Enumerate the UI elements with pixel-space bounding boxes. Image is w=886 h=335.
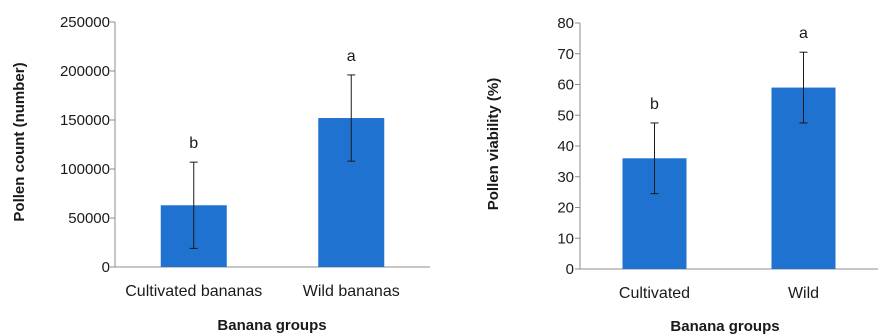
significance-letter: b — [189, 135, 198, 152]
y-axis-label: Pollen count (number) — [11, 62, 28, 221]
y-tick-label: 100000 — [60, 161, 110, 178]
y-tick-label: 20 — [557, 200, 574, 217]
significance-letter: a — [799, 25, 808, 42]
significance-letter: a — [347, 48, 356, 65]
y-tick-label: 10 — [557, 230, 574, 247]
x-category-label: Wild bananas — [303, 283, 400, 300]
y-tick-label: 60 — [557, 77, 574, 94]
y-tick-label: 80 — [557, 15, 574, 32]
pollen-count-chart: 0 50000 100000 150000 200000 250000 b Cultivate… — [11, 14, 430, 334]
x-axis-label: Banana groups — [217, 317, 326, 334]
y-tick-label: 250000 — [60, 14, 110, 31]
y-tick-label: 40 — [557, 138, 574, 155]
x-category-label: Cultivated bananas — [125, 283, 262, 300]
y-axis-label: Pollen viability (%) — [485, 78, 502, 211]
pollen-viability-chart: 0 10 20 30 40 50 60 70 80 b Cultivated a Wild Pollen… — [485, 15, 878, 335]
x-axis-label: Banana groups — [670, 318, 779, 335]
y-tick-label: 200000 — [60, 63, 110, 80]
x-category-label: Wild — [788, 285, 819, 302]
x-category-label: Cultivated — [619, 285, 690, 302]
significance-letter: b — [650, 96, 659, 113]
y-tick-label: 0 — [102, 259, 110, 276]
y-tick-label: 30 — [557, 169, 574, 186]
y-tick-label: 0 — [566, 261, 574, 278]
y-tick-label: 70 — [557, 46, 574, 63]
y-tick-label: 50000 — [68, 210, 110, 227]
y-tick-label: 150000 — [60, 112, 110, 129]
y-tick-label: 50 — [557, 107, 574, 124]
